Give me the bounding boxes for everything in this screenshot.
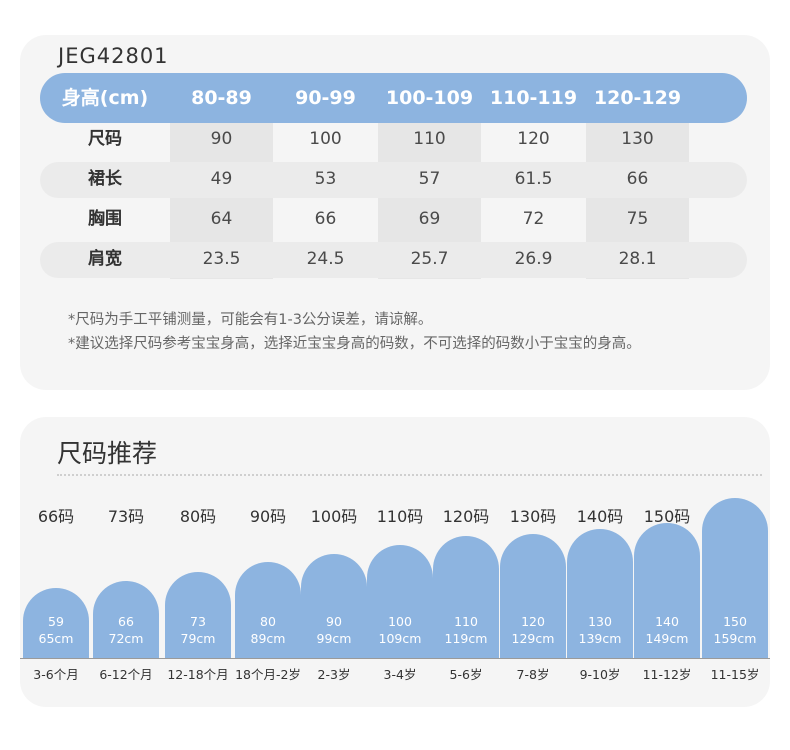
age-label: 3-6个月 <box>33 667 79 682</box>
bar-value: 120 <box>521 614 545 629</box>
size-bar <box>165 572 231 658</box>
size-label: 90码 <box>249 507 287 526</box>
bar-value: 90 <box>326 614 342 629</box>
table-cell: 90 <box>210 129 233 149</box>
size-label: 120码 <box>442 507 490 526</box>
age-label: 7-8岁 <box>516 667 550 682</box>
row-band-skirt-length <box>40 162 747 198</box>
table-cell: 57 <box>418 169 441 189</box>
header-80-89: 80-89 <box>191 87 252 109</box>
table-cell: 64 <box>210 209 233 229</box>
table-cell: 25.7 <box>410 249 449 269</box>
table-cell: 49 <box>210 169 233 189</box>
bar-value: 59 <box>48 614 64 629</box>
table-cell: 26.9 <box>514 249 553 269</box>
age-label: 11-15岁 <box>710 667 760 682</box>
table-cell: 110 <box>413 129 446 149</box>
bar-value: 110 <box>454 614 478 629</box>
size-label: 73码 <box>107 507 145 526</box>
size-bar <box>500 534 566 658</box>
size-label: 80码 <box>179 507 217 526</box>
row-label: 肩宽 <box>88 249 122 269</box>
bar-value: 66 <box>118 614 134 629</box>
header-height: 身高(cm) <box>61 87 149 109</box>
age-label: 9-10岁 <box>579 667 621 682</box>
table-cell: 24.5 <box>306 249 345 269</box>
table-cell: 53 <box>314 169 337 189</box>
table-cell: 28.1 <box>618 249 657 269</box>
table-cell: 69 <box>418 209 441 229</box>
table-cell: 66 <box>626 169 649 189</box>
bar-value: 80 <box>260 614 276 629</box>
table-cell: 66 <box>314 209 337 229</box>
baseline <box>20 658 770 659</box>
header-110-119: 110-119 <box>489 87 578 109</box>
size-bar <box>367 545 433 658</box>
note-measure: *尺码为手工平铺测量，可能会有1-3公分误差，请谅解。 <box>68 312 433 328</box>
size-bar <box>567 529 633 658</box>
table-cell: 75 <box>626 209 649 229</box>
bar-height: 119cm <box>444 631 488 646</box>
bar-height: 72cm <box>108 631 144 646</box>
size-bar <box>235 562 301 658</box>
row-band-shoulder <box>40 242 747 278</box>
header-90-99: 90-99 <box>295 87 356 109</box>
bar-height: 109cm <box>378 631 422 646</box>
table-cell: 100 <box>309 129 342 149</box>
bar-value: 130 <box>588 614 612 629</box>
age-label: 18个月-2岁 <box>235 667 301 682</box>
table-cell: 23.5 <box>202 249 241 269</box>
note-advice: *建议选择尺码参考宝宝身高，选择近宝宝身高的码数，不可选择的码数小于宝宝的身高。 <box>68 336 641 352</box>
header-120-129: 120-129 <box>593 87 682 109</box>
size-label: 110码 <box>376 507 424 526</box>
bar-height: 89cm <box>250 631 286 646</box>
bar-height: 65cm <box>38 631 74 646</box>
size-label: 66码 <box>37 507 75 526</box>
row-label: 尺码 <box>88 129 122 149</box>
size-bar <box>634 523 700 658</box>
bar-value: 100 <box>388 614 412 629</box>
bar-height: 139cm <box>578 631 622 646</box>
row-label: 胸围 <box>88 209 122 229</box>
product-code: JEG42801 <box>58 44 169 68</box>
table-cell: 61.5 <box>514 169 553 189</box>
age-label: 2-3岁 <box>317 667 351 682</box>
size-bar <box>23 588 89 658</box>
size-bar <box>702 498 768 658</box>
size-label: 100码 <box>310 507 358 526</box>
bar-value: 140 <box>655 614 679 629</box>
size-label: 130码 <box>509 507 557 526</box>
size-bar <box>93 581 159 658</box>
bar-height: 79cm <box>180 631 216 646</box>
bar-value: 73 <box>190 614 206 629</box>
size-label: 140码 <box>576 507 624 526</box>
table-cell: 120 <box>517 129 550 149</box>
age-label: 3-4岁 <box>383 667 417 682</box>
table-cell: 72 <box>522 209 545 229</box>
size-label: 150码 <box>643 507 691 526</box>
size-bar <box>433 536 499 658</box>
row-label: 裙长 <box>88 169 122 189</box>
bar-height: 149cm <box>645 631 689 646</box>
age-label: 12-18个月 <box>167 667 229 682</box>
size-bar <box>301 554 367 658</box>
bar-height: 159cm <box>713 631 757 646</box>
section-title: 尺码推荐 <box>57 439 158 468</box>
table-header: 身高(cm) 80-89 90-99 100-109 110-119 120-1… <box>40 73 747 123</box>
age-label: 11-12岁 <box>642 667 692 682</box>
age-label: 6-12个月 <box>99 667 153 682</box>
table-cell: 130 <box>621 129 654 149</box>
bar-value: 150 <box>723 614 747 629</box>
bar-height: 99cm <box>316 631 352 646</box>
header-100-109: 100-109 <box>385 87 474 109</box>
dotted-divider <box>57 474 762 476</box>
age-label: 5-6岁 <box>449 667 483 682</box>
bar-height: 129cm <box>511 631 555 646</box>
